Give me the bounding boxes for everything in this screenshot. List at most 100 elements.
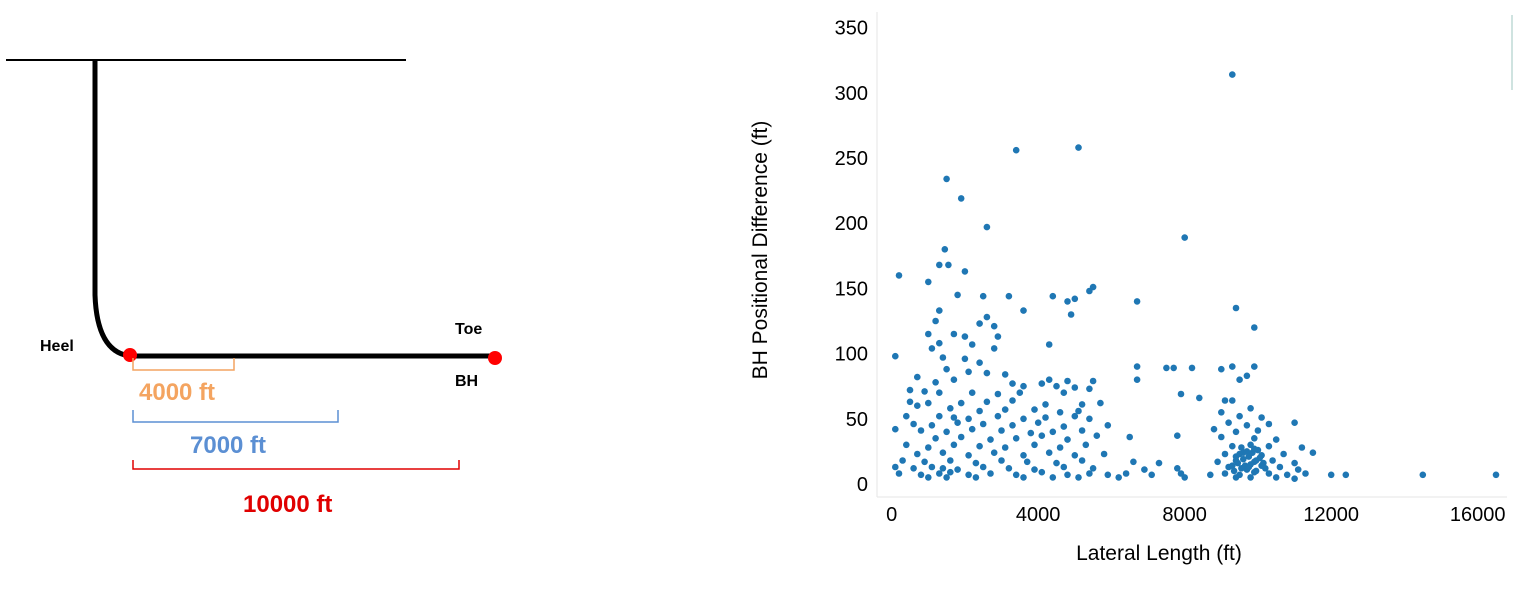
data-point [1232,474,1240,481]
data-point [1075,407,1082,415]
data-point [1130,458,1137,466]
data-point [972,474,980,481]
data-point [917,427,925,434]
data-point [1020,382,1027,390]
data-point [1238,465,1245,472]
data-point [1089,377,1097,385]
data-point [998,457,1005,464]
data-point [1045,376,1053,384]
data-point [936,412,943,420]
scatter-points [892,71,1500,483]
data-point [1115,474,1122,481]
data-point [979,420,987,428]
bracket-10000 [132,460,460,470]
data-point [1252,467,1260,475]
data-point [943,365,950,373]
data-point [1177,390,1185,398]
scatter-chart: 0 50 100 150 200 250 300 350 0 4000 8000 12000 1600… [749,12,1513,565]
data-point [1060,463,1068,471]
data-point [1001,371,1009,378]
data-point [925,444,932,451]
data-point [1020,474,1027,481]
data-point [941,246,949,253]
data-point [1005,292,1013,300]
data-point [947,468,954,476]
data-point [1265,470,1273,477]
data-point [994,390,1002,398]
data-point [939,354,947,361]
y-tick-label: 200 [835,213,868,235]
data-point [1309,449,1317,457]
data-point [950,376,958,384]
data-point [921,388,928,395]
data-point [936,261,943,269]
data-point [1232,428,1240,436]
data-point [1327,471,1335,479]
data-point [950,441,958,449]
data-point [892,352,899,360]
wellbore-path [92,60,495,359]
data-point [1221,397,1229,404]
data-point [899,457,906,464]
data-point [1064,436,1071,443]
data-point [928,422,936,429]
data-point [979,292,987,300]
data-point [1229,71,1236,78]
data-point [1016,389,1024,397]
data-point [1258,462,1265,470]
data-point [998,427,1005,434]
data-point [1221,470,1229,477]
data-point [968,425,976,433]
data-point [1243,422,1251,429]
data-point [983,223,991,231]
data-point [1097,399,1104,407]
y-tick-label: 50 [846,409,868,431]
data-point [1174,432,1181,440]
data-point [1038,432,1046,440]
data-point [1188,364,1196,372]
data-point [1272,436,1280,443]
data-point [1078,427,1086,434]
data-point [1031,441,1038,449]
data-point [961,355,969,363]
data-point [968,389,976,397]
data-point [1012,146,1020,154]
data-point [1045,449,1053,457]
data-point [936,307,943,314]
data-point [1294,466,1302,473]
data-point [965,368,972,376]
data-point [1221,450,1229,458]
data-point [1229,363,1236,370]
data-point [1071,384,1079,391]
data-point [1283,471,1291,479]
well-diagram: Heel Toe BH 4000 ft 7000 ft 10000 ft [6,59,502,518]
data-point [1256,454,1264,462]
data-point [950,330,958,338]
data-point [1020,307,1027,314]
data-point [1078,457,1086,464]
data-point [925,474,932,481]
data-point [983,369,991,377]
data-point [1009,422,1016,429]
x-tick-label: 16000 [1450,504,1506,526]
data-point [1229,442,1236,450]
data-point [1243,372,1251,380]
data-point [1023,458,1031,466]
data-point [1133,376,1141,384]
data-point [990,345,998,352]
data-point [1236,412,1243,420]
bracket-7000-label: 7000 ft [190,432,266,459]
data-point [961,268,969,275]
data-point [1492,471,1500,479]
data-point [910,465,917,472]
data-point [928,463,936,471]
data-point [1210,425,1218,433]
data-point [1049,428,1057,436]
data-point [965,452,972,459]
data-point [1254,427,1262,434]
data-point [1240,455,1247,463]
data-point [892,425,899,433]
data-point [961,333,969,340]
data-point [1071,295,1079,303]
heel-point [123,348,137,362]
